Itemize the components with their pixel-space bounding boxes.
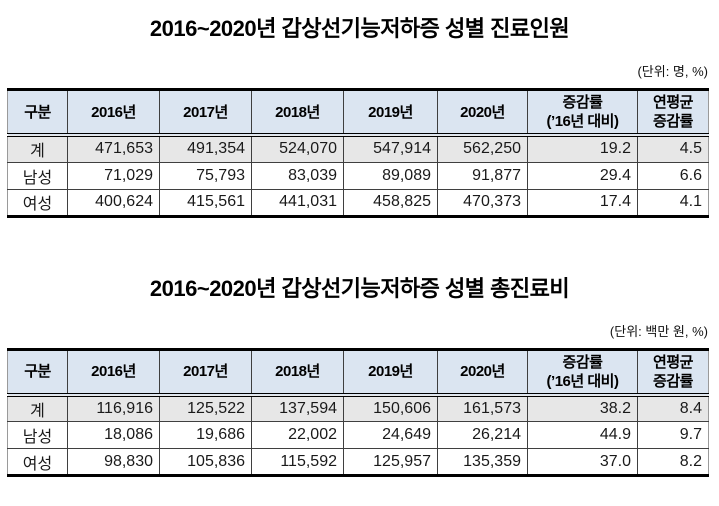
total-cost-table: 구분 2016년 2017년 2018년 2019년 2020년 증감률 (’1…: [7, 347, 709, 477]
table1-row-female: 여성 400,624 415,561 441,031 458,825 470,3…: [7, 188, 709, 217]
cell-value: 135,359: [437, 448, 528, 476]
table1-col-2018: 2018년: [251, 89, 344, 137]
row-label: 남성: [7, 421, 68, 449]
cell-value: 71,029: [67, 161, 160, 190]
cell-value: 125,522: [159, 394, 252, 422]
cell-value: 75,793: [159, 161, 252, 190]
cell-value: 161,573: [437, 394, 528, 422]
cell-value: 547,914: [343, 134, 438, 163]
table2-row-total: 계 116,916 125,522 137,594 150,606 161,57…: [7, 394, 709, 422]
table2-header-row: 구분 2016년 2017년 2018년 2019년 2020년 증감률 (’1…: [7, 348, 709, 397]
cell-value: 8.4: [637, 394, 709, 422]
table1-col-2017: 2017년: [159, 89, 252, 137]
table2-col-2018: 2018년: [251, 348, 344, 397]
cell-value: 4.5: [637, 134, 709, 163]
cell-value: 98,830: [67, 448, 160, 476]
cell-value: 400,624: [67, 188, 160, 217]
cell-value: 491,354: [159, 134, 252, 163]
table2-col-2016: 2016년: [67, 348, 160, 397]
cell-value: 17.4: [527, 188, 638, 217]
row-label: 남성: [7, 161, 68, 190]
cell-value: 115,592: [251, 448, 344, 476]
press-release-page: 2016~2020년 갑상선기능저하증 성별 진료인원 (단위: 명, %) 구…: [0, 0, 719, 477]
cell-value: 38.2: [527, 394, 638, 422]
table2-unit-note: (단위: 백만 원, %): [609, 323, 708, 339]
table2-col-avg-annual-rate: 연평균 증감률: [637, 348, 709, 397]
cell-value: 137,594: [251, 394, 344, 422]
table1-row-male: 남성 71,029 75,793 83,039 89,089 91,877 29…: [7, 161, 709, 190]
cell-value: 4.1: [637, 188, 709, 217]
cell-value: 415,561: [159, 188, 252, 217]
section-patient-count: 2016~2020년 갑상선기능저하증 성별 진료인원 (단위: 명, %) 구…: [0, 0, 719, 218]
table1-header-row: 구분 2016년 2017년 2018년 2019년 2020년 증감률 (’1…: [7, 89, 709, 137]
table1-col-change-rate: 증감률 (’16년 대비): [527, 89, 638, 137]
patient-count-table: 구분 2016년 2017년 2018년 2019년 2020년 증감률 (’1…: [7, 88, 709, 218]
cell-value: 470,373: [437, 188, 528, 217]
cell-value: 22,002: [251, 421, 344, 449]
table1-unit-note: (단위: 명, %): [637, 64, 708, 79]
table2-title: 2016~2020년 갑상선기능저하증 성별 총진료비: [149, 275, 570, 301]
table2-col-category: 구분: [7, 348, 68, 397]
table1-col-2019: 2019년: [343, 89, 438, 137]
table1-row-total: 계 471,653 491,354 524,070 547,914 562,25…: [7, 134, 709, 163]
row-label: 계: [7, 394, 68, 422]
table1-col-category: 구분: [7, 89, 68, 137]
cell-value: 6.6: [637, 161, 709, 190]
cell-value: 9.7: [637, 421, 709, 449]
row-label: 여성: [7, 448, 68, 476]
cell-value: 26,214: [437, 421, 528, 449]
table1-title: 2016~2020년 갑상선기능저하증 성별 진료인원: [149, 16, 570, 41]
cell-value: 91,877: [437, 161, 528, 190]
row-label: 여성: [7, 188, 68, 217]
cell-value: 83,039: [251, 161, 344, 190]
table1-col-2016: 2016년: [67, 89, 160, 137]
cell-value: 19.2: [527, 134, 638, 163]
cell-value: 441,031: [251, 188, 344, 217]
cell-value: 44.9: [527, 421, 638, 449]
cell-value: 524,070: [251, 134, 344, 163]
cell-value: 458,825: [343, 188, 438, 217]
table2-row-female: 여성 98,830 105,836 115,592 125,957 135,35…: [7, 448, 709, 476]
cell-value: 471,653: [67, 134, 160, 163]
cell-value: 18,086: [67, 421, 160, 449]
cell-value: 116,916: [67, 394, 160, 422]
section-total-cost: 2016~2020년 갑상선기능저하증 성별 총진료비 (단위: 백만 원, %…: [0, 218, 719, 477]
cell-value: 19,686: [159, 421, 252, 449]
cell-value: 105,836: [159, 448, 252, 476]
cell-value: 29.4: [527, 161, 638, 190]
table1-col-avg-annual-rate: 연평균 증감률: [637, 89, 709, 137]
cell-value: 37.0: [527, 448, 638, 476]
table1-col-2020: 2020년: [437, 89, 528, 137]
table2-col-change-rate: 증감률 (’16년 대비): [527, 348, 638, 397]
cell-value: 125,957: [343, 448, 438, 476]
cell-value: 150,606: [343, 394, 438, 422]
table2-row-male: 남성 18,086 19,686 22,002 24,649 26,214 44…: [7, 421, 709, 449]
table2-col-2017: 2017년: [159, 348, 252, 397]
table2-col-2020: 2020년: [437, 348, 528, 397]
row-label: 계: [7, 134, 68, 163]
table2-col-2019: 2019년: [343, 348, 438, 397]
cell-value: 89,089: [343, 161, 438, 190]
cell-value: 8.2: [637, 448, 709, 476]
cell-value: 24,649: [343, 421, 438, 449]
cell-value: 562,250: [437, 134, 528, 163]
